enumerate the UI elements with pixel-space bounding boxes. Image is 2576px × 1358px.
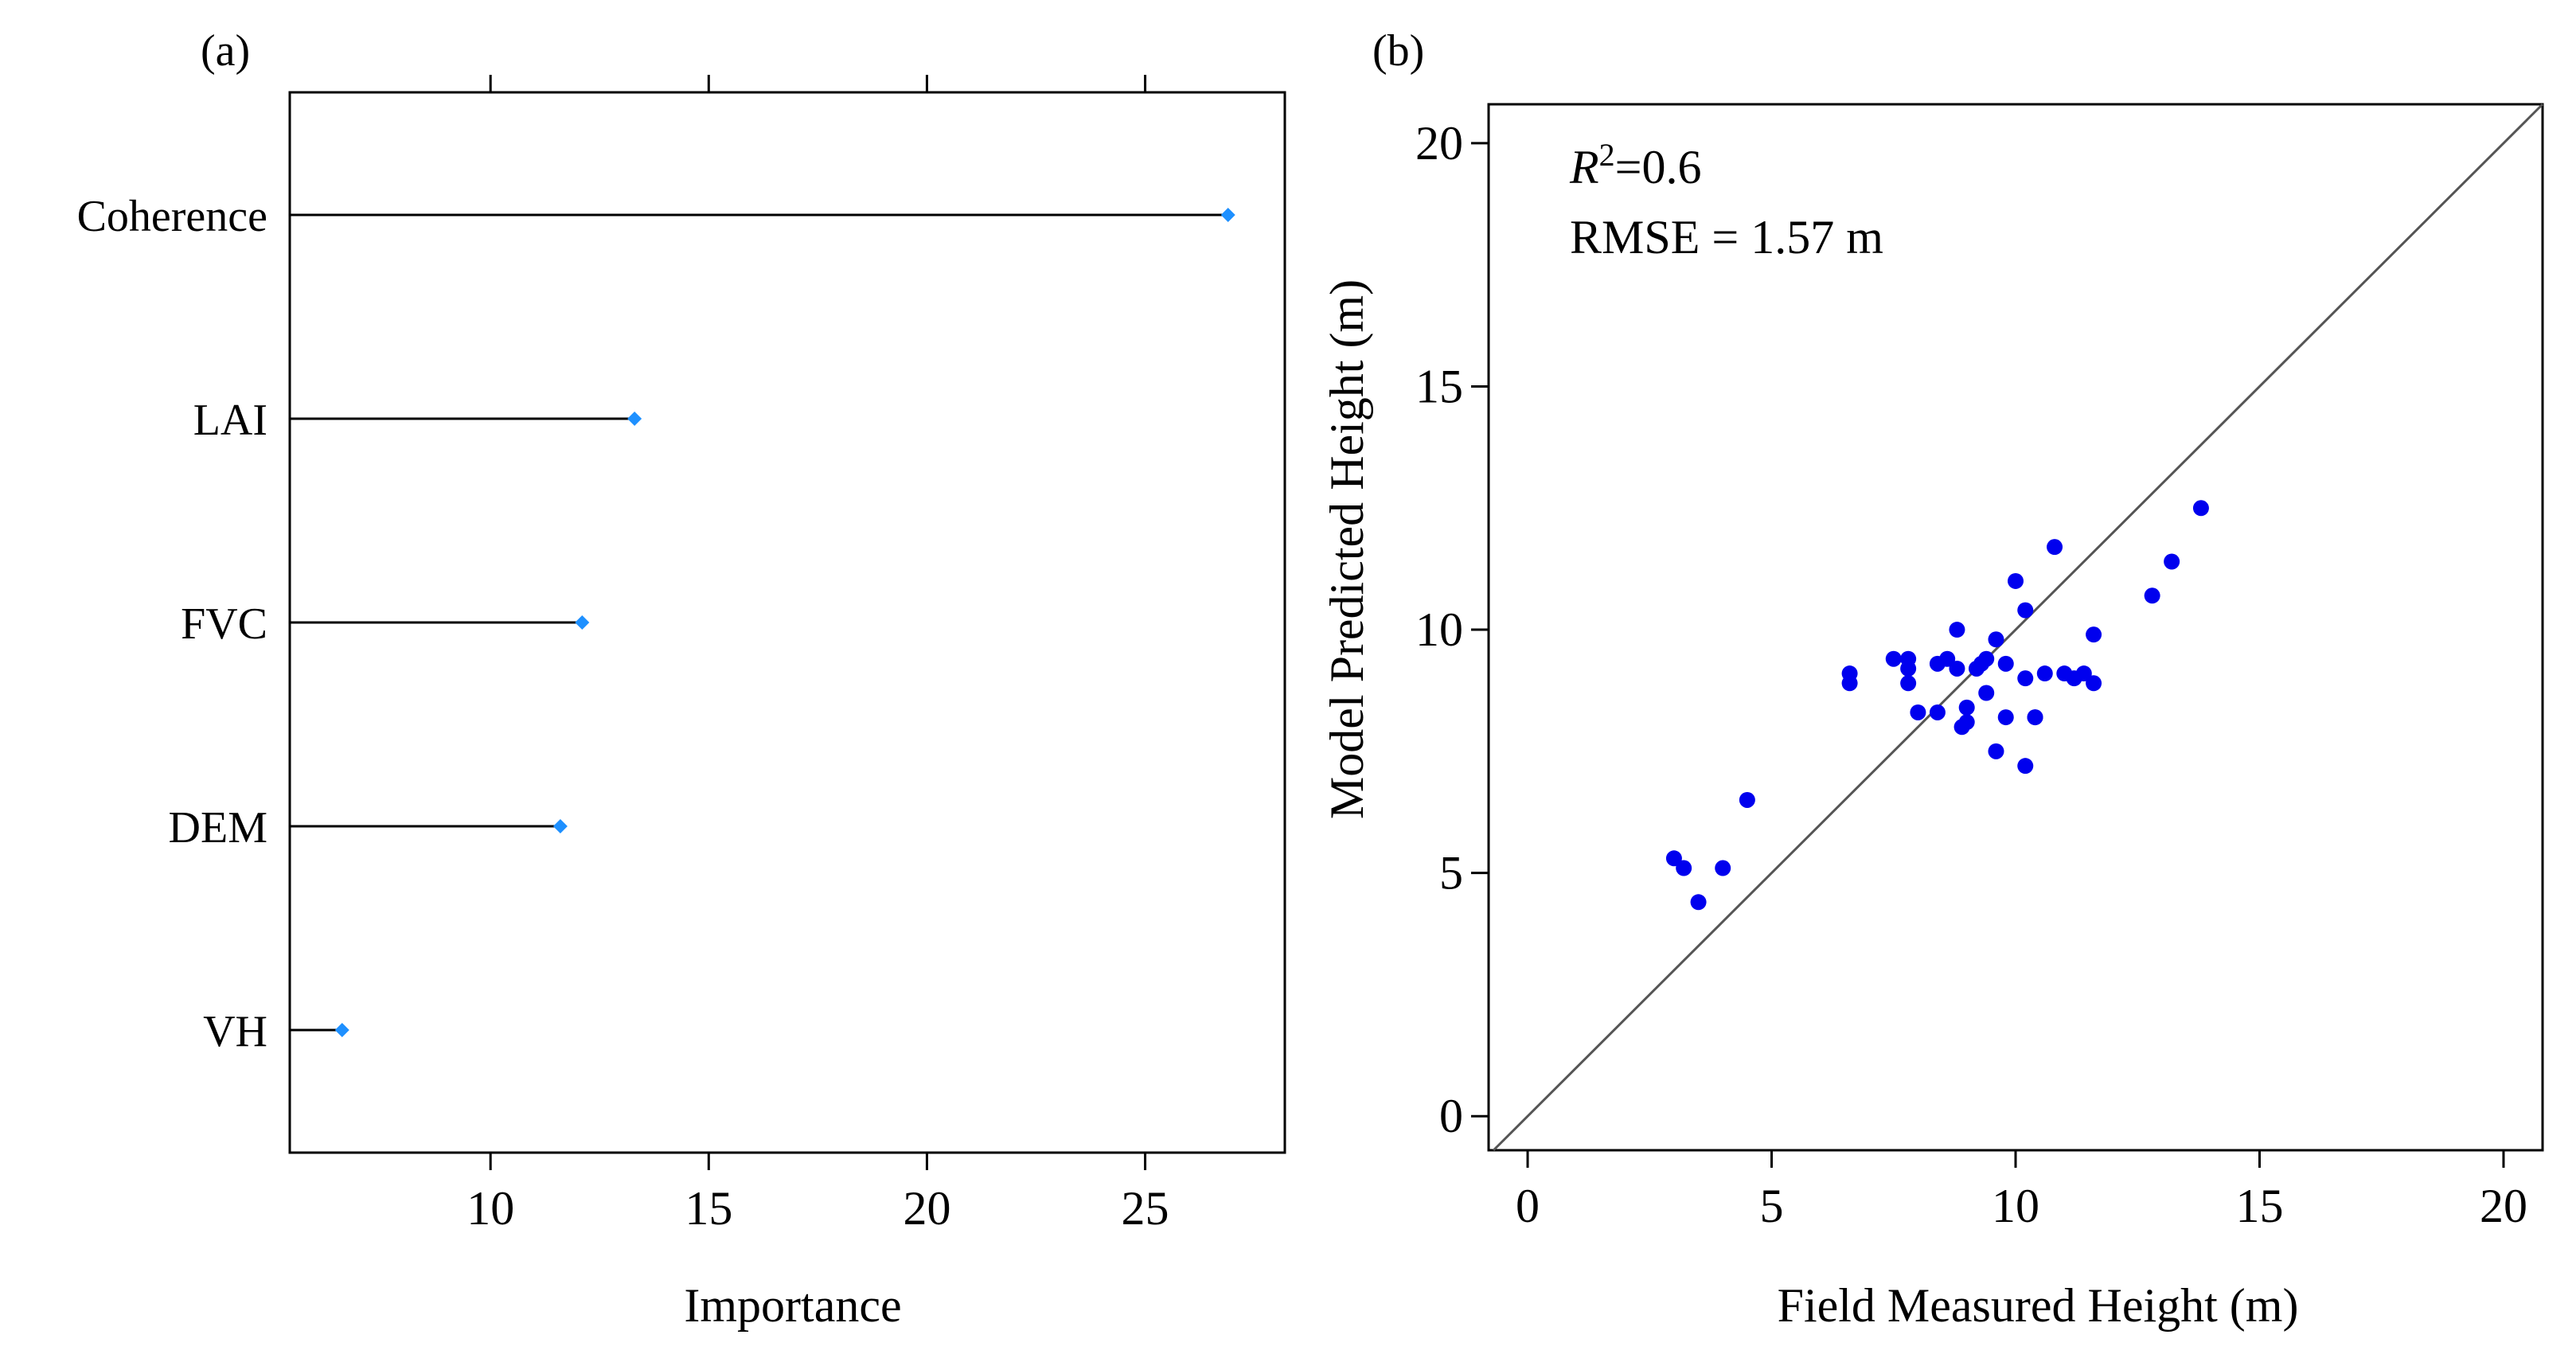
- data-point: [1676, 860, 1692, 876]
- importance-marker-lai: [627, 412, 642, 426]
- data-point: [2164, 553, 2180, 570]
- panel-b-points: [1665, 500, 2209, 911]
- category-label-vh: VH: [203, 1007, 267, 1056]
- y-tick-label-20: 20: [1415, 117, 1463, 170]
- data-point: [2036, 665, 2053, 682]
- importance-marker-fvc: [575, 615, 590, 630]
- x-tick-label-15: 15: [685, 1182, 732, 1235]
- y-tick-label-0: 0: [1439, 1090, 1463, 1142]
- importance-marker-dem: [552, 819, 568, 833]
- data-point: [1885, 650, 1902, 667]
- r-squared-value: =0.6: [1615, 141, 1702, 193]
- data-point: [2008, 572, 2024, 589]
- x-tick-label-10: 10: [1992, 1180, 2039, 1232]
- panel-b-axes: 0 5 10 15 20 0 5 10 15 20: [1415, 117, 2527, 1232]
- data-point: [1939, 650, 1956, 667]
- data-point: [2075, 665, 2092, 682]
- category-label-fvc: FVC: [181, 599, 267, 649]
- y-tick-label-5: 5: [1439, 847, 1463, 899]
- y-tick-label-10: 10: [1415, 603, 1463, 656]
- x-tick-label-10: 10: [466, 1182, 514, 1235]
- y-tick-label-15: 15: [1415, 360, 1463, 412]
- panel-b-label: (b): [1372, 26, 1424, 76]
- x-tick-label-25: 25: [1122, 1182, 1169, 1235]
- data-point: [1997, 709, 2014, 726]
- data-point: [1997, 655, 2014, 672]
- x-tick-label-20: 20: [903, 1182, 950, 1235]
- data-point: [1988, 743, 2004, 759]
- x-tick-label-0: 0: [1516, 1180, 1540, 1232]
- scatter-chart: (b) 0 5 10 15 20 0 5 10 15 20 R2=0.6 RMSE = 1.57 …: [1321, 26, 2544, 1332]
- data-point: [2017, 602, 2034, 619]
- data-point: [1665, 850, 1682, 867]
- data-point: [1978, 685, 1995, 701]
- category-label-coherence: Coherence: [77, 192, 267, 241]
- data-point: [2017, 670, 2034, 687]
- rmse-annotation: RMSE = 1.57 m: [1570, 211, 1883, 263]
- panel-a-series: Coherence LAI FVC DEM VH: [77, 192, 1235, 1056]
- importance-chart: (a) Coherence LAI FVC DEM VH 10 15 20 25 Import…: [77, 26, 1286, 1332]
- x-tick-label-5: 5: [1760, 1180, 1784, 1232]
- one-to-one-line: [1493, 103, 2544, 1152]
- data-point: [2027, 709, 2043, 726]
- data-point: [1715, 860, 1731, 876]
- category-label-lai: LAI: [193, 396, 267, 445]
- x-tick-label-15: 15: [2235, 1180, 2283, 1232]
- data-point: [1900, 660, 1917, 677]
- data-point: [1900, 675, 1917, 692]
- data-point: [2144, 587, 2160, 604]
- data-point: [1690, 894, 1707, 911]
- panel-a-x-axis-label: Importance: [684, 1279, 901, 1332]
- data-point: [1949, 622, 1965, 638]
- importance-marker-coherence: [1220, 208, 1235, 222]
- data-point: [1949, 660, 1965, 677]
- data-point: [1978, 650, 1995, 667]
- data-point: [2192, 500, 2209, 517]
- panel-b-x-axis-label: Field Measured Height (m): [1778, 1279, 2299, 1332]
- data-point: [1739, 791, 1755, 808]
- data-point: [2017, 758, 2034, 775]
- data-point: [1929, 704, 1946, 720]
- r-squared-annotation: R2=0.6: [1569, 137, 1702, 193]
- data-point: [1910, 704, 1926, 720]
- panel-a-x-axis: 10 15 20 25: [466, 75, 1169, 1235]
- category-label-dem: DEM: [169, 803, 267, 853]
- r-squared-superscript: 2: [1599, 137, 1615, 173]
- data-point: [2086, 675, 2102, 692]
- data-point: [1958, 699, 1975, 716]
- data-point: [2086, 626, 2102, 643]
- x-tick-label-20: 20: [2480, 1180, 2527, 1232]
- panel-b-y-axis-label: Model Predicted Height (m): [1321, 279, 1373, 819]
- panel-a-label: (a): [201, 26, 250, 76]
- data-point: [1958, 714, 1975, 731]
- data-point: [1988, 631, 2004, 648]
- data-point: [2047, 539, 2063, 556]
- importance-marker-vh: [334, 1023, 349, 1037]
- r-squared-symbol: R: [1569, 141, 1599, 193]
- data-point: [1841, 675, 1858, 692]
